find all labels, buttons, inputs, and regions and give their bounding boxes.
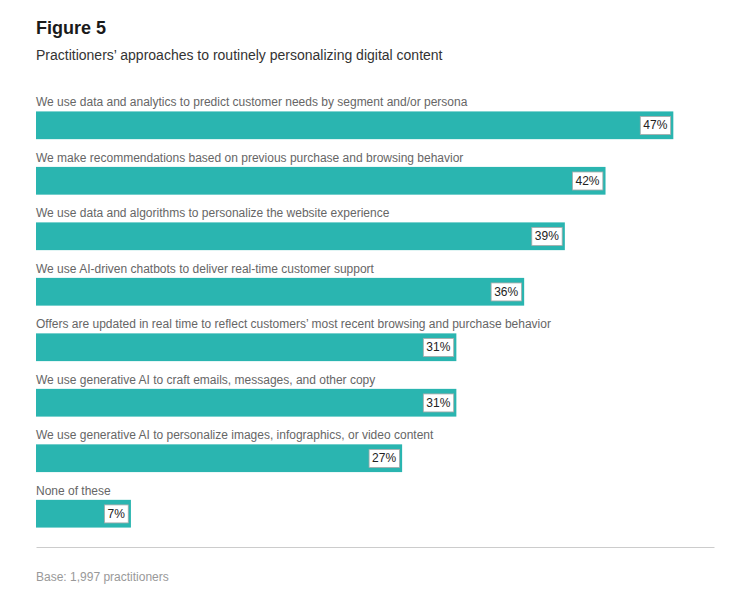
data-label-group: 7%	[105, 505, 129, 523]
bar	[36, 500, 131, 528]
data-label-box	[423, 338, 453, 356]
category-label: We use data and algorithms to personaliz…	[36, 206, 390, 220]
data-label-group: 31%	[423, 394, 453, 412]
data-label-box	[105, 505, 129, 523]
category-label: We use data and analytics to predict cus…	[36, 95, 468, 109]
data-label: 31%	[426, 396, 450, 410]
data-label: 39%	[535, 229, 559, 243]
bars	[36, 111, 673, 527]
category-label: None of these	[36, 484, 111, 498]
category-label: We make recommendations based on previou…	[36, 151, 463, 165]
category-label: We use generative AI to craft emails, me…	[36, 373, 375, 387]
data-label-group: 47%	[640, 116, 670, 134]
bar	[36, 167, 606, 195]
data-label-box	[572, 172, 602, 190]
subtitle: Practitioners’ approaches to routinely p…	[36, 47, 443, 63]
data-label-box	[423, 394, 453, 412]
data-label: 7%	[108, 507, 126, 521]
data-label-box	[532, 227, 562, 245]
bar	[36, 389, 456, 417]
data-label-box	[491, 283, 521, 301]
annotation: Base: 1,997 practitioners	[36, 570, 169, 584]
data-label: 36%	[494, 285, 518, 299]
chart: Figure 5 Practitioners’ approaches to rou…	[0, 0, 750, 597]
data-label-group: 39%	[532, 227, 562, 245]
data-label-group: 27%	[369, 449, 399, 467]
bar	[36, 111, 673, 139]
axis-line	[37, 547, 715, 548]
data-label-group: 42%	[572, 172, 602, 190]
bar	[36, 333, 456, 361]
bar	[36, 278, 524, 306]
category-label: We use generative AI to personalize imag…	[36, 428, 434, 442]
category-label: Offers are updated in real time to refle…	[36, 317, 551, 331]
title: Figure 5	[36, 18, 106, 38]
data-label-group: 36%	[491, 283, 521, 301]
data-label: 42%	[575, 174, 599, 188]
data-label: 47%	[643, 118, 667, 132]
bar	[36, 222, 565, 250]
bar	[36, 444, 402, 472]
data-label-group: 31%	[423, 338, 453, 356]
data-labels: 47% 42% 39% 36% 31% 31% 27% 7%	[105, 116, 671, 522]
data-label-box	[369, 449, 399, 467]
data-label-box	[640, 116, 670, 134]
x-axis	[37, 547, 715, 548]
category-label: We use AI-driven chatbots to deliver rea…	[36, 262, 375, 276]
data-label: 27%	[372, 451, 396, 465]
category-labels: We use data and analytics to predict cus…	[36, 95, 551, 497]
data-label: 31%	[426, 340, 450, 354]
background	[0, 0, 750, 597]
